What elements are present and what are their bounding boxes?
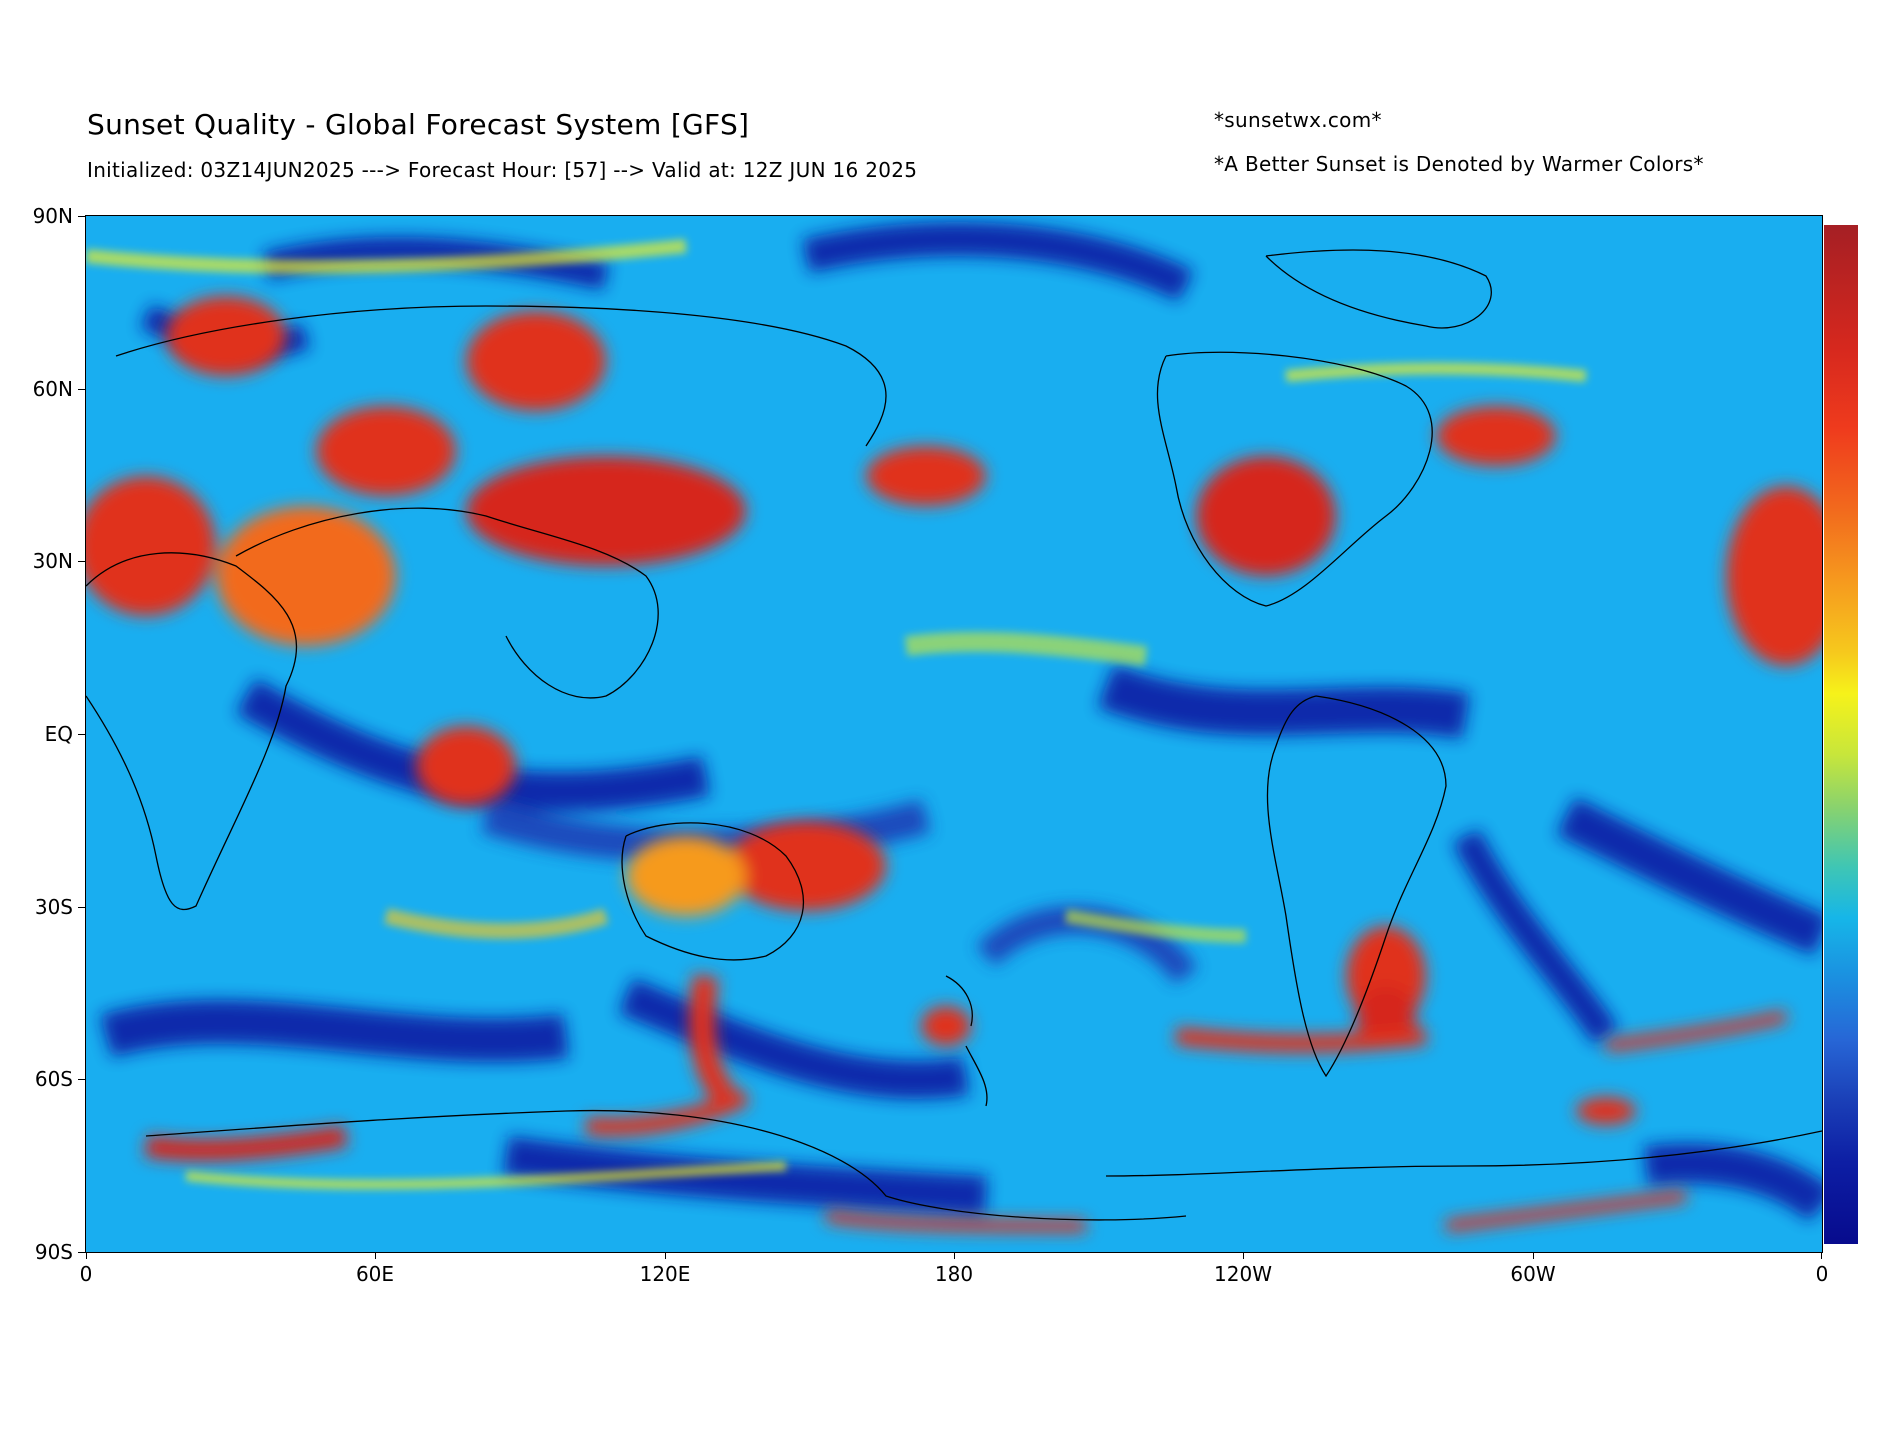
lat-tick-90n: 90N: [32, 204, 73, 228]
lon-tickmark: [86, 1252, 87, 1259]
lon-tickmark: [375, 1252, 376, 1259]
lat-tick-30s: 30S: [34, 895, 73, 919]
lat-tick-60n: 60N: [32, 377, 73, 401]
transition-bands: [86, 239, 1587, 1190]
lon-tick-0-end: 0: [1815, 1262, 1829, 1286]
lon-tick-0: 0: [79, 1262, 93, 1286]
lat-tickmark: [78, 216, 85, 217]
map-canvas: [86, 216, 1822, 1252]
lon-tickmark: [665, 1252, 666, 1259]
lon-tick-60w: 60W: [1510, 1262, 1556, 1286]
lat-tickmark: [78, 1252, 85, 1253]
lon-tick-180: 180: [934, 1262, 974, 1286]
lon-tickmark: [1533, 1252, 1534, 1259]
site-credit: *sunsetwx.com*: [1214, 108, 1382, 132]
lat-tickmark: [78, 561, 85, 562]
chart-title: Sunset Quality - Global Forecast System …: [87, 108, 750, 141]
lat-tick-30n: 30N: [32, 549, 73, 573]
lon-tickmark: [954, 1252, 955, 1259]
coastlines: [86, 249, 1822, 1221]
lon-tick-60e: 60E: [355, 1262, 395, 1286]
lat-tickmark: [78, 389, 85, 390]
lat-tickmark: [78, 907, 85, 908]
lat-tickmark: [78, 734, 85, 735]
lat-tickmark: [78, 1079, 85, 1080]
warm-regions: [86, 296, 1822, 1232]
forecast-map[interactable]: [86, 216, 1822, 1252]
lat-tick-eq: EQ: [44, 722, 73, 746]
lat-tick-90s: 90S: [34, 1240, 73, 1264]
lon-tickmark: [1243, 1252, 1244, 1259]
lat-tick-60s: 60S: [34, 1067, 73, 1091]
lon-tick-120e: 120E: [639, 1262, 691, 1286]
color-note: *A Better Sunset is Denoted by Warmer Co…: [1214, 152, 1704, 176]
lon-tickmark: [1821, 1252, 1822, 1259]
colorbar: [1824, 225, 1858, 1244]
lon-tick-120w: 120W: [1214, 1262, 1272, 1286]
chart-subtitle: Initialized: 03Z14JUN2025 ---> Forecast …: [87, 158, 918, 182]
